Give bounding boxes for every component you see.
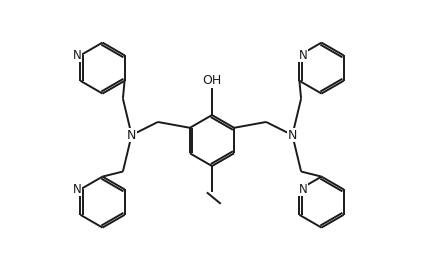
Text: N: N — [73, 183, 81, 196]
Text: N: N — [298, 183, 307, 196]
Text: N: N — [73, 49, 81, 62]
Text: N: N — [287, 129, 297, 142]
Text: N: N — [127, 129, 137, 142]
Text: N: N — [298, 49, 307, 62]
Text: OH: OH — [202, 74, 222, 87]
